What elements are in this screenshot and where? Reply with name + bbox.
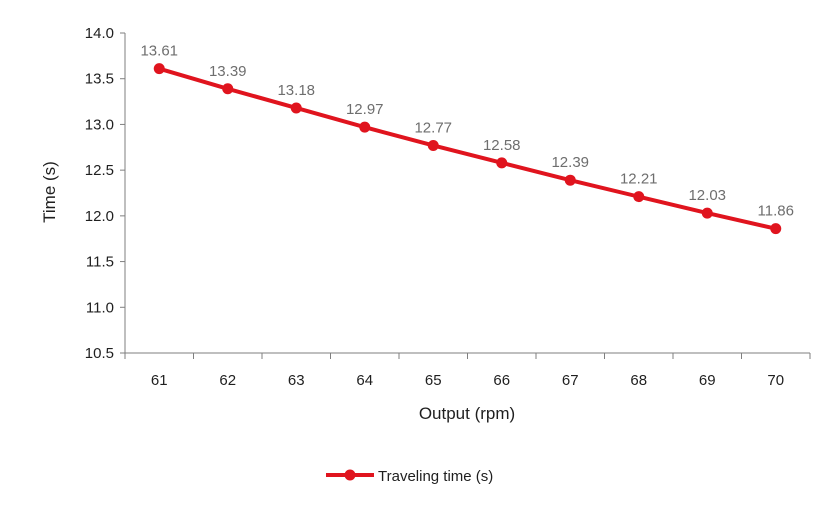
- x-tick-label: 66: [493, 372, 510, 389]
- y-axis-title: Time (s): [40, 161, 59, 223]
- y-tick-label: 11.5: [86, 254, 114, 271]
- data-point: [153, 63, 165, 75]
- data-point: [290, 102, 302, 114]
- data-point: [633, 191, 645, 203]
- y-tick-label: 13.0: [85, 116, 114, 133]
- x-tick-label: 65: [425, 372, 442, 389]
- data-label: 11.86: [758, 203, 794, 220]
- data-point: [496, 157, 508, 169]
- x-axis-title: Output (rpm): [419, 404, 515, 423]
- data-point: [564, 174, 576, 186]
- axes: [120, 32, 811, 359]
- data-label: 13.61: [140, 43, 178, 60]
- x-tick-label: 68: [630, 372, 647, 389]
- x-tick-label: 64: [356, 372, 373, 389]
- data-point: [359, 121, 371, 133]
- x-tick-label: 69: [699, 372, 716, 389]
- series-layer: [153, 63, 782, 235]
- data-label: 12.97: [346, 101, 384, 118]
- data-label: 12.03: [688, 187, 726, 204]
- x-tick-label: 62: [219, 372, 236, 389]
- legend-marker: [344, 469, 356, 481]
- data-label: 12.39: [551, 154, 589, 171]
- x-tick-label: 67: [562, 372, 579, 389]
- y-tick-label: 10.5: [85, 345, 114, 362]
- y-tick-label: 12.5: [85, 162, 114, 179]
- y-tick-label: 13.5: [85, 71, 114, 88]
- data-label: 13.18: [277, 82, 315, 99]
- data-label: 12.21: [620, 171, 658, 188]
- data-point: [701, 207, 713, 219]
- data-point: [222, 83, 234, 95]
- x-tick-label: 61: [151, 372, 168, 389]
- legend: Traveling time (s): [326, 468, 493, 485]
- data-label: 13.39: [209, 63, 247, 80]
- series-line: [157, 66, 778, 231]
- data-labels: 13.61 13.39 13.18 12.97 12.77 12.58 12.39 12.21…: [140, 43, 793, 220]
- y-tick-label: 12.0: [85, 208, 114, 225]
- data-label: 12.58: [483, 137, 521, 154]
- x-tick-label: 70: [767, 372, 784, 389]
- tick-labels: 10.5 11.0 11.5 12.0 12.5 13.0 13.5 14.0 61 62 63 64…: [85, 25, 784, 389]
- x-tick-label: 63: [288, 372, 305, 389]
- data-label: 12.77: [414, 119, 452, 136]
- data-point: [427, 139, 439, 151]
- data-point: [770, 223, 782, 235]
- y-tick-label: 11.0: [86, 299, 114, 316]
- legend-label: Traveling time (s): [378, 468, 493, 485]
- y-tick-label: 14.0: [85, 25, 114, 42]
